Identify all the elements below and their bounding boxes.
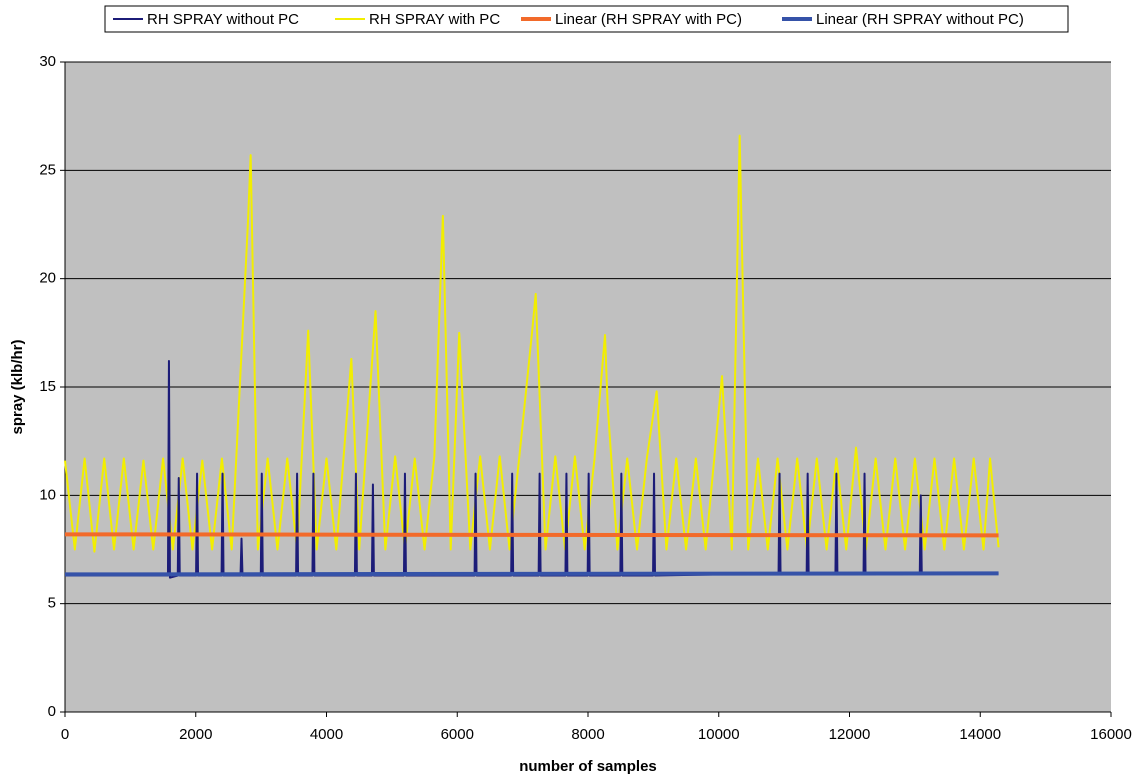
x-tick-label: 8000 (571, 726, 604, 743)
x-tick-label: 4000 (310, 726, 343, 743)
y-tick-label: 20 (39, 270, 56, 287)
series-line (65, 360, 999, 579)
legend-label: RH SPRAY without PC (147, 11, 299, 28)
y-tick-label: 15 (39, 378, 56, 395)
series-line (64, 571, 999, 577)
y-tick-label: 5 (48, 595, 56, 612)
x-tick-label: 6000 (441, 726, 474, 743)
y-tick-label: 0 (48, 703, 56, 720)
x-tick-label: 12000 (829, 726, 871, 743)
series-line (64, 134, 1000, 553)
legend-box (104, 5, 1069, 33)
legend-label: Linear (RH SPRAY without PC) (816, 11, 1024, 28)
series-line (64, 532, 999, 538)
x-tick-label: 14000 (959, 726, 1001, 743)
x-axis-label: number of samples (519, 758, 657, 775)
x-tick-label: 10000 (698, 726, 740, 743)
y-axis-label: spray (klb/hr) (9, 339, 26, 434)
y-tick-label: 30 (39, 53, 56, 70)
x-tick-label: 0 (61, 726, 69, 743)
y-tick-label: 25 (39, 161, 56, 178)
y-tick-label: 10 (39, 486, 56, 503)
legend-label: RH SPRAY with PC (369, 11, 500, 28)
x-tick-label: 2000 (179, 726, 212, 743)
x-tick-label: 16000 (1090, 726, 1132, 743)
legend-label: Linear (RH SPRAY with PC) (555, 11, 742, 28)
